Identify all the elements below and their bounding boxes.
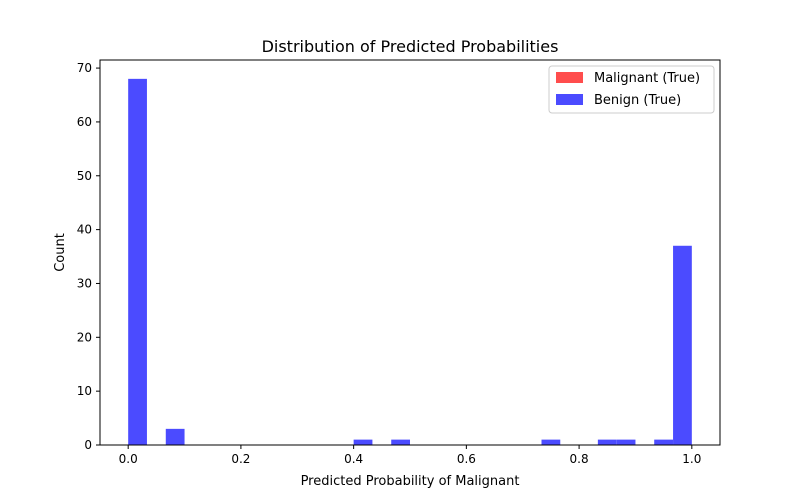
y-tick-label: 0 (84, 438, 92, 452)
x-axis-ticks: 0.0 0.2 0.4 0.6 0.8 1.0 (119, 445, 701, 466)
bars-group (128, 78, 692, 445)
bar-benign-7 (654, 439, 673, 445)
legend: Malignant (True) Benign (True) (548, 65, 715, 114)
legend-label-benign: Benign (True) (594, 93, 681, 108)
x-tick-label: 0.0 (119, 452, 138, 466)
y-tick-label: 10 (77, 384, 92, 398)
bar-benign-6 (616, 439, 636, 445)
legend-label-malignant: Malignant (True) (594, 71, 700, 86)
x-axis-label: Predicted Probability of Malignant (301, 474, 520, 489)
y-tick-label: 70 (77, 61, 92, 75)
x-tick-label: 0.4 (344, 452, 363, 466)
x-tick-label: 1.0 (682, 452, 701, 466)
legend-swatch-benign (556, 94, 583, 105)
legend-box (548, 65, 715, 114)
y-tick-label: 50 (77, 169, 92, 183)
bar-benign-2 (353, 439, 373, 445)
x-tick-label: 0.8 (570, 452, 589, 466)
chart-title: Distribution of Predicted Probabilities (262, 37, 559, 56)
bar-benign-1 (165, 428, 185, 445)
y-tick-label: 60 (77, 115, 92, 129)
x-tick-label: 0.2 (231, 452, 250, 466)
y-axis-ticks: 0 10 20 30 40 50 60 70 (77, 61, 100, 452)
plot-area-frame (99, 59, 721, 446)
legend-swatch-malignant (556, 72, 583, 83)
bar-benign-5 (597, 439, 617, 445)
y-tick-label: 20 (77, 330, 92, 344)
bar-benign-3 (391, 439, 410, 445)
y-tick-label: 30 (77, 276, 92, 290)
bar-benign-0 (128, 78, 147, 445)
bar-benign-4 (541, 439, 561, 445)
x-tick-label: 0.6 (457, 452, 476, 466)
y-tick-label: 40 (77, 223, 92, 237)
bar-benign-8 (673, 245, 692, 445)
y-axis-label: Count (53, 233, 68, 272)
